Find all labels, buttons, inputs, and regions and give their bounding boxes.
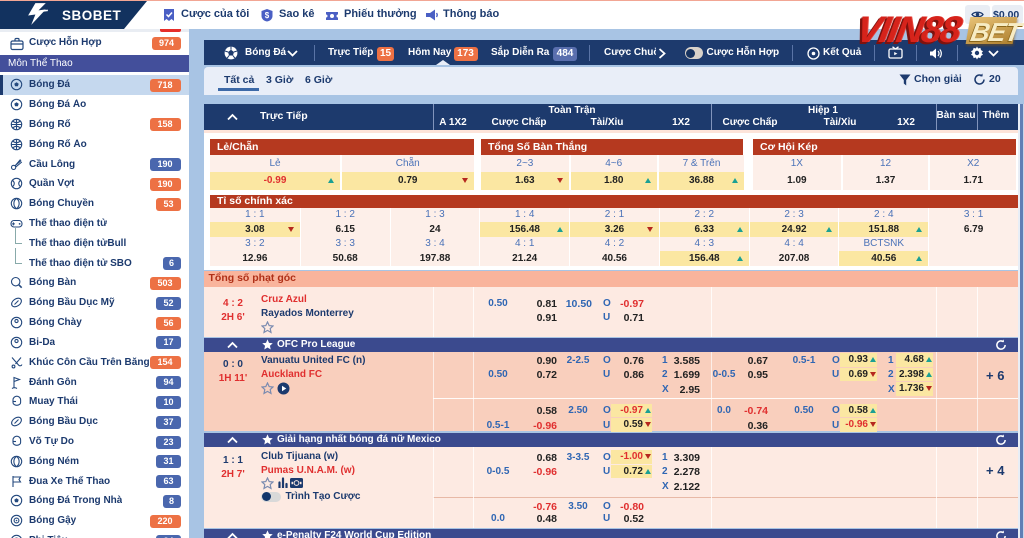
svg-text:$: $: [265, 11, 270, 20]
